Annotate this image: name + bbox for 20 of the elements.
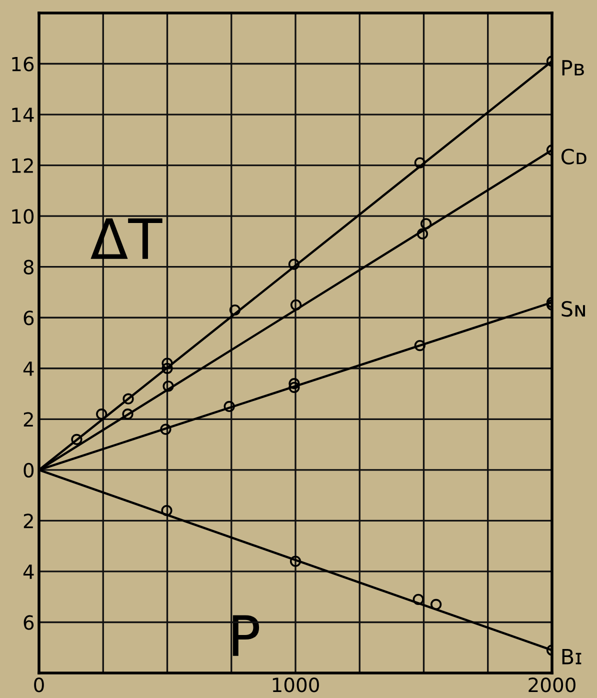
y-tick-label: 8 bbox=[24, 260, 34, 275]
series-label: Bɪ bbox=[562, 649, 582, 664]
y-tick-label: 16 bbox=[12, 56, 34, 72]
y-tick-label: 4 bbox=[23, 564, 34, 579]
y-tick-label: 10 bbox=[12, 209, 34, 224]
y-tick-label: 12 bbox=[12, 158, 33, 173]
y-tick-label: 6 bbox=[24, 615, 34, 630]
series-label: Pʙ bbox=[562, 60, 584, 76]
y-tick-label: 4 bbox=[23, 362, 34, 376]
series-label: Sɴ bbox=[562, 301, 585, 317]
y-tick-label: 2 bbox=[24, 514, 33, 528]
x-tick-label: 2000 bbox=[528, 678, 576, 692]
x-tick-label: 0 bbox=[34, 678, 44, 692]
y-tick-label: 0 bbox=[24, 462, 34, 478]
x-axis-title: P bbox=[232, 615, 260, 656]
y-tick-label: 14 bbox=[12, 108, 34, 122]
y-tick-label: 2 bbox=[24, 412, 33, 427]
x-tick-label: 1000 bbox=[272, 678, 319, 692]
y-tick-label: 6 bbox=[24, 310, 34, 326]
series-label: Cᴅ bbox=[562, 148, 586, 164]
